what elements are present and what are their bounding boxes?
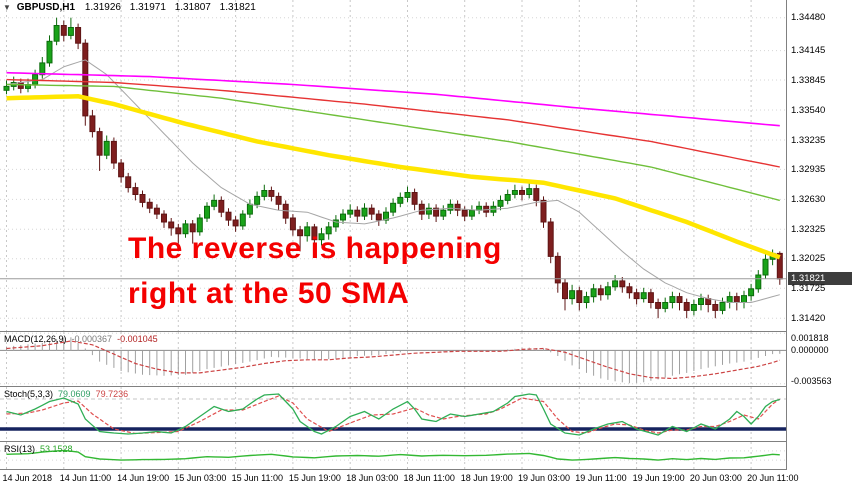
panel-separator[interactable] xyxy=(0,441,852,442)
price-scale-label: 1.33235 xyxy=(791,134,826,146)
rsi-value: 53.1528 xyxy=(40,444,73,454)
time-scale-label: 19 Jun 19:00 xyxy=(632,473,685,483)
macd-signal-value: -0.001045 xyxy=(117,334,158,344)
price-scale[interactable]: 1.31821 1.34480 1.34145 1.33845 1.33540 1.33… xyxy=(787,0,852,470)
macd-main-value: -0.000367 xyxy=(71,334,113,344)
time-scale-label: 20 Jun 11:00 xyxy=(747,473,799,483)
rsi-indicator-label: RSI(13) 53.1528 xyxy=(4,444,78,454)
macd-histogram xyxy=(6,337,781,384)
price-chart-plot[interactable] xyxy=(0,0,786,331)
stochastic-panel-plot[interactable] xyxy=(0,387,786,441)
price-scale-label: 1.32025 xyxy=(791,253,826,265)
time-scale-label: 20 Jun 03:00 xyxy=(689,473,742,483)
symbol-label: GBPUSD,H1 xyxy=(16,2,76,13)
panel-separator[interactable] xyxy=(0,469,852,470)
ohlc-open: 1.31926 xyxy=(84,2,121,13)
time-scale-label: 15 Jun 11:00 xyxy=(231,473,283,483)
price-scale-label: 1.33845 xyxy=(791,74,826,86)
ohlc-close: 1.31821 xyxy=(219,2,256,13)
price-scale-label: 1.34145 xyxy=(791,45,826,57)
one-click-trading-icon[interactable]: ▼ xyxy=(3,3,11,12)
price-scale-label: 1.32630 xyxy=(791,193,826,205)
vertical-gridlines xyxy=(6,0,752,331)
price-scale-label: 1.34480 xyxy=(791,12,826,24)
time-scale-label: 15 Jun 03:00 xyxy=(174,473,227,483)
time-scale-label: 14 Jun 11:00 xyxy=(59,473,112,483)
price-scale-label: 1.32935 xyxy=(791,163,826,175)
time-scale-label: 18 Jun 03:00 xyxy=(346,473,399,483)
time-scale-label: 18 Jun 19:00 xyxy=(460,473,513,483)
annotation-line-2: right at the 50 SMA xyxy=(128,277,410,310)
stoch-signal-value: 79.7236 xyxy=(95,389,129,399)
price-scale-label: 1.31725 xyxy=(791,282,826,294)
macd-scale-label: 0.000000 xyxy=(791,345,829,356)
macd-panel-plot[interactable] xyxy=(0,332,786,386)
stoch-indicator-label: Stoch(5,3,3) 79.0609 79.7236 xyxy=(4,389,133,399)
chart-header: ▼ GBPUSD,H1 1.31926 1.31971 1.31807 1.31… xyxy=(3,2,262,13)
macd-scale-label: 0.001818 xyxy=(791,333,829,343)
rsi-name: RSI(13) xyxy=(4,444,36,454)
time-scale-label: 14 Jun 19:00 xyxy=(117,473,170,483)
time-scale-label: 18 Jun 11:00 xyxy=(403,473,455,483)
price-scale-label: 1.31420 xyxy=(791,312,826,324)
time-scale[interactable]: 14 Jun 2018 14 Jun 11:00 14 Jun 19:00 15 Ju… xyxy=(0,470,852,485)
ohlc-low: 1.31807 xyxy=(174,2,211,13)
ohlc-high: 1.31971 xyxy=(129,2,166,13)
panel-separator[interactable] xyxy=(0,386,852,387)
price-scale-label: 1.32325 xyxy=(791,223,826,235)
macd-scale-label: -0.003563 xyxy=(791,376,832,386)
rsi-panel-plot[interactable] xyxy=(0,442,786,469)
moving-averages-layer xyxy=(6,59,781,303)
stoch-main-value: 79.0609 xyxy=(58,389,91,399)
annotation-line-1: The reverse is happening xyxy=(128,232,502,265)
macd-name: MACD(12,26,9) xyxy=(4,334,67,344)
current-price-badge: 1.31821 xyxy=(788,272,852,286)
macd-indicator-label: MACD(12,26,9) -0.000367 -0.001045 xyxy=(4,334,163,344)
time-scale-label: 14 Jun 2018 xyxy=(2,473,53,483)
scale-border xyxy=(786,0,787,470)
stoch-name: Stoch(5,3,3) xyxy=(4,389,54,399)
time-scale-label: 15 Jun 19:00 xyxy=(288,473,341,483)
panel-separator[interactable] xyxy=(0,331,852,332)
annotation-text: The reverse is happening right at the 50… xyxy=(128,226,502,316)
time-scale-label: 19 Jun 11:00 xyxy=(575,473,627,483)
time-scale-label: 19 Jun 03:00 xyxy=(518,473,571,483)
price-scale-label: 1.33540 xyxy=(791,104,826,116)
